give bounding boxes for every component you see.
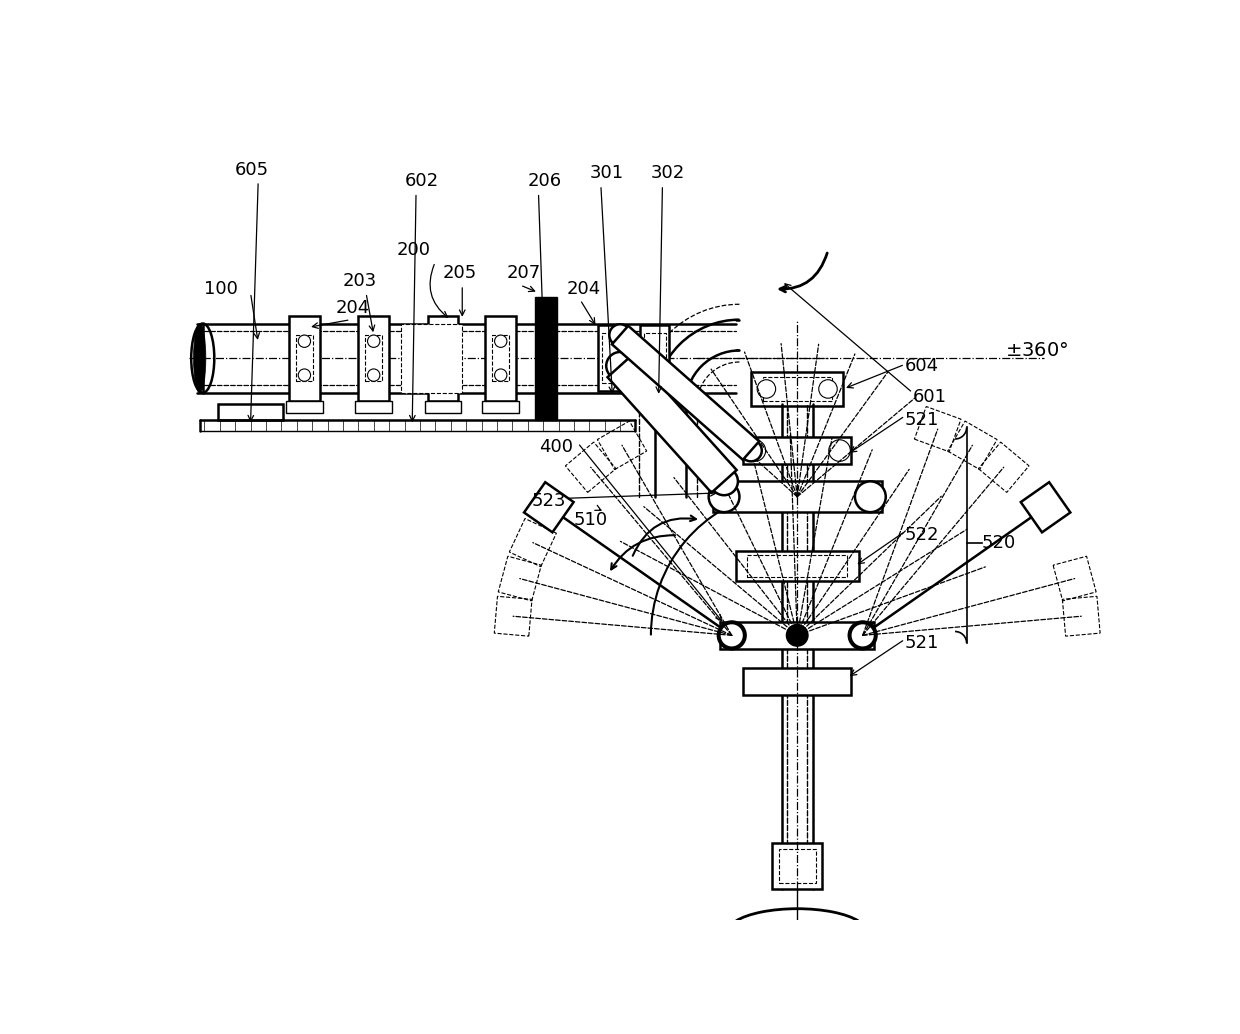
- Text: 302: 302: [651, 164, 686, 182]
- Circle shape: [718, 621, 745, 649]
- Bar: [644, 333, 666, 384]
- Circle shape: [851, 624, 875, 647]
- Bar: [355, 400, 392, 413]
- Text: 605: 605: [236, 160, 269, 179]
- Polygon shape: [613, 326, 759, 460]
- Text: 400: 400: [539, 437, 573, 456]
- Bar: [358, 315, 389, 400]
- Circle shape: [708, 482, 739, 512]
- Text: 203: 203: [343, 272, 377, 291]
- Bar: [743, 668, 851, 695]
- Text: 521: 521: [905, 410, 940, 429]
- Bar: [366, 335, 382, 382]
- Polygon shape: [608, 355, 737, 492]
- Bar: [434, 335, 451, 382]
- Circle shape: [367, 335, 379, 347]
- Bar: [743, 437, 851, 464]
- Circle shape: [828, 439, 851, 461]
- Bar: [401, 324, 463, 393]
- Text: 604: 604: [905, 357, 939, 375]
- Text: 520: 520: [982, 534, 1017, 552]
- Circle shape: [299, 369, 310, 382]
- Bar: [640, 326, 670, 391]
- Bar: [536, 297, 557, 420]
- Circle shape: [719, 624, 744, 647]
- Text: $\pm360°$: $\pm360°$: [1006, 341, 1069, 360]
- Bar: [286, 400, 322, 413]
- Bar: [482, 400, 520, 413]
- Text: 100: 100: [205, 280, 238, 298]
- Bar: [735, 551, 859, 581]
- Circle shape: [495, 369, 507, 382]
- Circle shape: [849, 621, 877, 649]
- Bar: [492, 335, 510, 382]
- Bar: [598, 326, 627, 391]
- Bar: [289, 315, 320, 400]
- Text: 207: 207: [506, 265, 541, 282]
- Circle shape: [436, 369, 449, 382]
- Text: 522: 522: [905, 526, 940, 544]
- Circle shape: [436, 335, 449, 347]
- Circle shape: [786, 625, 808, 646]
- Bar: [424, 400, 461, 413]
- Circle shape: [744, 439, 765, 461]
- Text: 521: 521: [905, 634, 940, 652]
- Circle shape: [854, 482, 885, 512]
- Bar: [720, 621, 874, 649]
- Text: 601: 601: [913, 388, 946, 405]
- Bar: [763, 377, 832, 400]
- Text: 200: 200: [397, 241, 430, 260]
- Circle shape: [711, 467, 738, 495]
- Bar: [601, 333, 624, 384]
- Text: 206: 206: [528, 172, 562, 190]
- Text: 523: 523: [532, 491, 567, 510]
- Bar: [773, 844, 822, 889]
- Text: 205: 205: [443, 265, 477, 282]
- Polygon shape: [525, 482, 574, 533]
- Circle shape: [609, 325, 631, 345]
- Text: 204: 204: [567, 280, 600, 298]
- Ellipse shape: [191, 324, 215, 393]
- Bar: [779, 849, 816, 883]
- Circle shape: [818, 379, 837, 398]
- Bar: [485, 315, 516, 400]
- Bar: [296, 335, 312, 382]
- Polygon shape: [1021, 482, 1070, 533]
- Circle shape: [299, 335, 310, 347]
- Bar: [713, 482, 882, 512]
- Bar: [751, 371, 843, 406]
- Text: 301: 301: [589, 164, 624, 182]
- Circle shape: [606, 352, 634, 379]
- Circle shape: [495, 335, 507, 347]
- Text: 510: 510: [574, 511, 608, 528]
- Bar: [748, 555, 847, 577]
- Circle shape: [740, 439, 761, 461]
- Bar: [218, 404, 283, 420]
- Ellipse shape: [193, 324, 206, 393]
- Text: 602: 602: [404, 172, 439, 190]
- Circle shape: [367, 369, 379, 382]
- Circle shape: [758, 379, 776, 398]
- Text: 204: 204: [335, 299, 370, 317]
- Bar: [428, 315, 459, 400]
